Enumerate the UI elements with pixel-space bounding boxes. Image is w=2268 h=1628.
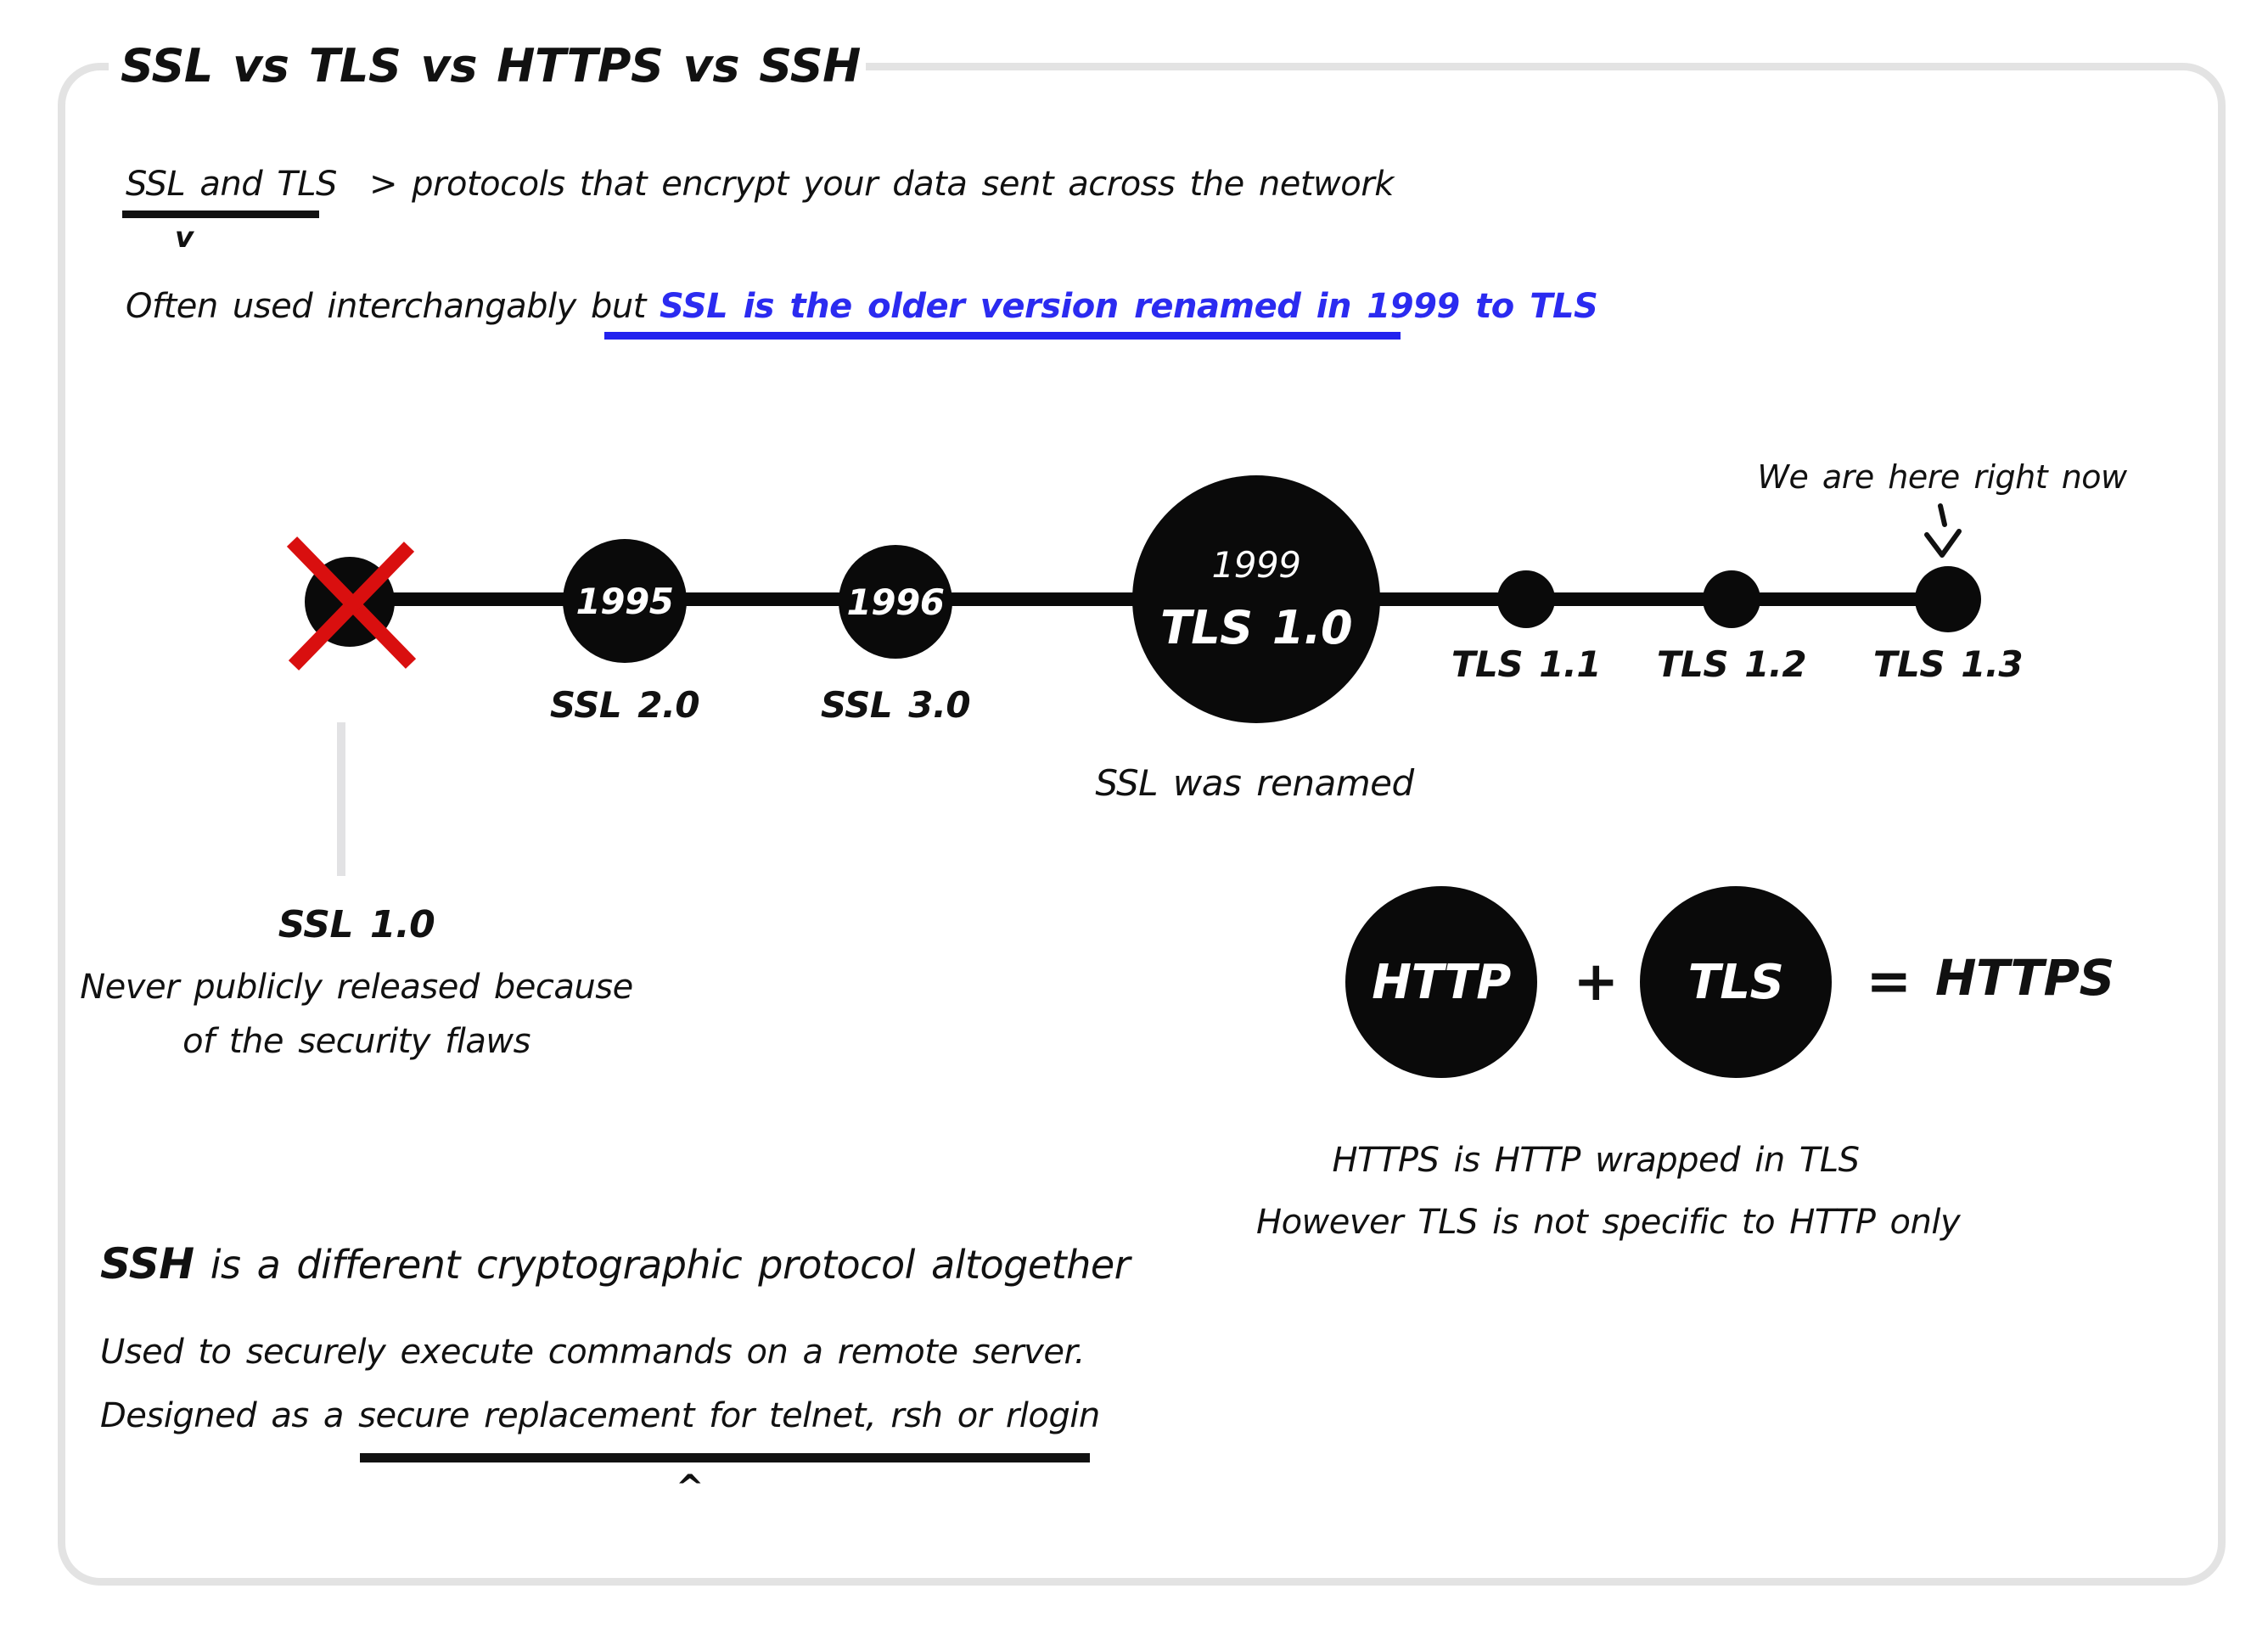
https-result-label: HTTPS [1935,949,2114,1007]
node-year: 1995 [575,580,674,622]
tls-circle: TLS [1640,886,1832,1078]
timeline-label-tls-1-1: TLS 1.1 [1451,643,1602,685]
ssh-line1: Used to securely execute commands on a r… [100,1333,1085,1372]
down-arrow-icon [1924,503,1962,558]
node-name: TLS 1.0 [1159,601,1353,654]
ssh-heading-rest: is a different cryptographic protocol al… [210,1242,1131,1288]
note-plain-text: Often used interchangably but [126,287,646,326]
panel-border [58,63,2226,1586]
tls-circle-label: TLS [1687,954,1784,1010]
timeline-node-tls-1-2 [1703,570,1760,628]
intro-term: SSL and TLS [126,165,337,204]
node-year: 1996 [846,581,945,623]
ssh-underline [360,1453,1090,1462]
ssl10-connector-line [337,722,345,876]
timeline-node-tls-1-0: 1999 TLS 1.0 [1132,475,1380,723]
timeline-label-ssl-3-0: SSL 3.0 [820,684,971,726]
timeline-label-tls-1-2: TLS 1.2 [1656,643,1807,685]
https-note-line1: HTTPS is HTTP wrapped in TLS [1332,1141,1860,1180]
note-highlight-text: SSL is the older version renamed in 1999… [659,287,1598,326]
equals-sign: = [1866,951,1912,1013]
note-highlight-underline [604,332,1401,340]
ssl10-note-line1: Never publicly released because [80,968,633,1007]
timeline-node-tls-1-1 [1497,570,1555,628]
red-x-icon [286,536,417,671]
ssh-line2: Designed as a secure replacement for tel… [100,1396,1100,1435]
node-year: 1999 [1211,544,1301,586]
http-circle: HTTP [1345,886,1537,1078]
http-circle-label: HTTP [1372,954,1511,1010]
timeline-label-ssl-2-0: SSL 2.0 [549,684,700,726]
we-are-here-label: We are here right now [1757,458,2127,496]
interchangeable-note: Often used interchangably but SSL is the … [126,287,1598,326]
up-caret-icon: ^ [676,1468,705,1507]
down-chevron-icon: v [175,221,194,255]
ssl10-note-line2: of the security flaws [182,1022,531,1061]
intro-definition: > protocols that encrypt your data sent … [368,165,1394,204]
timeline-label-tls-1-3: TLS 1.3 [1872,643,2024,685]
page-title: SSL vs TLS vs HTTPS vs SSH [121,39,861,93]
timeline-node-ssl-3-0: 1996 [839,545,952,659]
timeline-node-ssl-2-0: 1995 [563,539,687,663]
timeline-label-ssl-was-renamed: SSL was renamed [1095,762,1414,804]
ssh-heading: SSH is a different cryptographic protoco… [100,1239,1131,1288]
timeline-node-tls-1-3 [1915,566,1981,632]
plus-sign: + [1573,951,1619,1013]
title-border-gap [109,48,866,87]
intro-definition-line: SSL and TLS > protocols that encrypt your… [126,165,1394,204]
intro-term-underline [122,211,319,218]
ssh-term: SSH [100,1239,194,1288]
ssl10-note-title: SSL 1.0 [278,903,435,946]
https-note-line2: However TLS is not specific to HTTP only [1256,1203,1961,1242]
